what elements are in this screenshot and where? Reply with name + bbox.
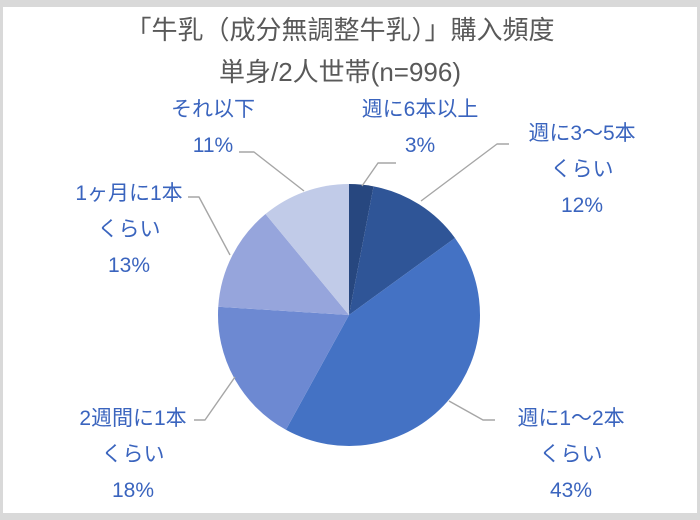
pie-label-text: それ以下 (171, 98, 255, 121)
leader-line-less (239, 151, 305, 192)
pie-label-text: くらい (539, 443, 603, 466)
pie-label-text: くらい (101, 443, 165, 466)
leader-line-2weeks1 (194, 376, 236, 421)
leader-line-1month1 (188, 196, 231, 256)
chart-title: 「牛乳（成分無調整牛乳）」購入頻度 (125, 15, 555, 45)
pie-slice-3 (218, 306, 349, 430)
chart-subtitle: 単身/2人世帯(n=996) (218, 57, 462, 87)
pie-label-percent: 18% (111, 479, 155, 502)
pie-label-2weeks1: 2週間に1本 くらい 18% (79, 401, 186, 509)
pie-label-percent: 43% (549, 479, 593, 502)
pie-slice-2 (285, 238, 481, 447)
pie-label-week6plus: 週に6本以上 3% (362, 92, 479, 164)
pie-label-percent: 12% (560, 194, 604, 217)
pie-label-percent: 3% (404, 134, 436, 157)
pie-label-percent: 13% (107, 254, 151, 277)
pie-label-less: それ以下 11% (171, 92, 255, 164)
pie-label-percent: 11% (192, 134, 234, 157)
chart-title-block: 「牛乳（成分無調整牛乳）」購入頻度 単身/2人世帯(n=996) (0, 9, 680, 93)
pie-label-text: 週に1〜2本 (517, 407, 625, 430)
pie-slice-4 (218, 214, 349, 315)
pie-slice-1 (349, 186, 455, 315)
leader-line-week3to5 (420, 143, 509, 202)
pie-slice-5 (265, 184, 349, 315)
pie-label-text: くらい (550, 158, 614, 181)
leader-line-week1to2 (448, 400, 495, 421)
pie-slice-0 (349, 184, 374, 315)
pie-label-week1to2: 週に1〜2本 くらい 43% (517, 401, 624, 509)
pie-label-1month1: 1ヶ月に1本 くらい 13% (75, 176, 182, 284)
pie-label-text: 1ヶ月に1本 (75, 182, 183, 205)
pie-label-text: 週に6本以上 (361, 98, 479, 121)
pie-label-text: くらい (97, 218, 161, 241)
pie-label-text: 2週間に1本 (79, 407, 187, 430)
pie-slices-group (218, 184, 481, 447)
pie-label-text: 週に3〜5本 (528, 122, 636, 145)
leader-line-week6plus (361, 162, 396, 187)
pie-label-week3to5: 週に3〜5本 くらい 12% (528, 116, 635, 224)
